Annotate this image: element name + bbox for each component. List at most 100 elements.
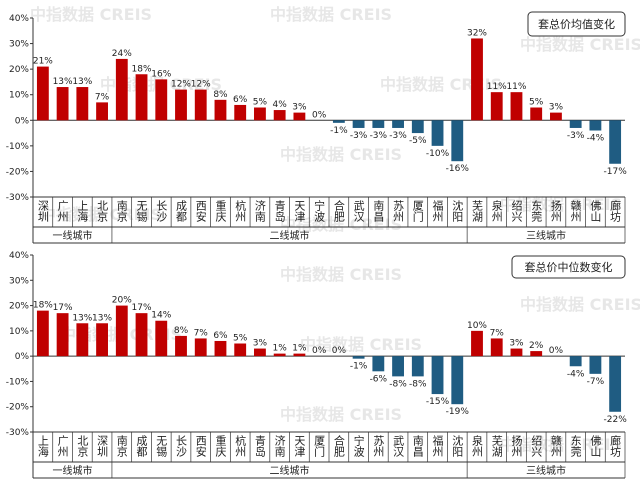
- bar: [135, 74, 148, 121]
- category-label: 西安: [194, 200, 207, 223]
- bar: [56, 313, 69, 357]
- value-label: 6%: [213, 331, 228, 341]
- value-label: 13%: [72, 77, 92, 87]
- value-label: 10%: [467, 321, 487, 331]
- category-label: 北京: [96, 200, 109, 223]
- value-label: -10%: [426, 149, 450, 159]
- category-label: 泉州: [490, 199, 503, 222]
- category-label: 廊坊: [609, 434, 622, 457]
- bar: [451, 356, 464, 405]
- legend-box: [511, 255, 626, 279]
- category-label: 长沙: [175, 435, 188, 457]
- y-tick-label: 10%: [9, 327, 29, 337]
- watermark: 中指数据 CREIS: [520, 295, 640, 314]
- group-label: 二线城市: [270, 229, 310, 242]
- y-tick-label: 40%: [9, 251, 29, 261]
- bar: [609, 120, 622, 164]
- y-tick-label: -30%: [6, 193, 30, 203]
- value-label: -7%: [587, 377, 605, 387]
- bar: [451, 120, 464, 162]
- group-label: 一线城市: [52, 229, 92, 242]
- value-label: -3%: [350, 131, 368, 141]
- bar: [293, 112, 306, 121]
- value-label: 1%: [292, 344, 307, 354]
- category-label: 芜湖: [471, 199, 484, 223]
- category-label: 天津: [293, 200, 306, 222]
- y-tick-label: 0%: [15, 116, 30, 126]
- bar: [273, 353, 286, 357]
- bar: [569, 356, 582, 367]
- category-label: 北京: [76, 435, 89, 458]
- bar: [254, 348, 266, 357]
- y-tick-label: -30%: [6, 428, 30, 438]
- value-label: -4%: [567, 369, 585, 379]
- bar: [194, 89, 207, 121]
- legend-label: 套总价均值变化: [538, 17, 615, 31]
- value-label: -3%: [567, 131, 585, 141]
- category-label: 上海: [76, 200, 89, 223]
- bar: [96, 102, 108, 121]
- value-label: -8%: [389, 379, 407, 389]
- value-label: -1%: [350, 362, 368, 372]
- category-label: 合肥: [332, 199, 345, 222]
- value-label: 11%: [487, 82, 507, 92]
- category-label: 上海: [36, 435, 49, 458]
- watermark: 中指数据 CREIS: [280, 405, 402, 424]
- category-label: 深圳: [36, 200, 49, 222]
- bar: [76, 323, 89, 357]
- value-label: 2%: [529, 341, 544, 351]
- watermark: 中指数据 CREIS: [280, 215, 402, 234]
- category-label: 苏州: [392, 200, 405, 222]
- bar: [194, 338, 207, 357]
- bar: [175, 335, 187, 357]
- category-label: 佛山: [589, 200, 602, 222]
- category-label: 无锡: [135, 200, 148, 223]
- value-label: 7%: [194, 328, 209, 338]
- value-label: -22%: [604, 415, 628, 425]
- bar: [36, 310, 49, 357]
- value-label: 13%: [53, 77, 73, 87]
- bar: [234, 343, 247, 357]
- value-label: 7%: [490, 328, 505, 338]
- category-label: 赣州: [549, 434, 562, 457]
- bar: [510, 92, 523, 121]
- watermark: 中指数据 CREIS: [500, 195, 622, 214]
- value-label: 18%: [132, 64, 152, 74]
- category-label: 南昌: [372, 200, 385, 223]
- value-label: 17%: [132, 303, 152, 313]
- category-label: 西安: [194, 435, 207, 458]
- category-label: 武汉: [352, 200, 365, 223]
- bar: [273, 110, 286, 121]
- y-tick-label: 0%: [15, 352, 30, 362]
- category-label: 广州: [56, 200, 69, 222]
- bar: [490, 92, 503, 121]
- bar: [155, 320, 168, 357]
- y-tick-label: 40%: [9, 14, 29, 24]
- y-tick-label: 30%: [9, 40, 29, 50]
- y-tick-label: 10%: [9, 91, 29, 101]
- category-label: 无锡: [155, 435, 168, 458]
- category-label: 广州: [56, 435, 69, 457]
- category-label: 宁波: [313, 199, 326, 223]
- category-label: 重庆: [214, 434, 227, 458]
- category-label: 佛山: [589, 435, 602, 457]
- bar: [36, 66, 49, 121]
- watermark: 中指数据 CREIS: [500, 435, 622, 454]
- group-label: 二线城市: [270, 464, 310, 477]
- value-label: 13%: [92, 313, 112, 323]
- category-label: 南京: [115, 435, 128, 458]
- y-tick-label: -20%: [6, 403, 30, 413]
- bar: [56, 87, 69, 121]
- bar: [214, 99, 227, 121]
- value-label: 0%: [549, 346, 564, 356]
- category-label: 杭州: [234, 199, 247, 222]
- value-label: -19%: [446, 407, 470, 417]
- value-label: 3%: [509, 339, 524, 349]
- category-label: 泉州: [471, 434, 484, 457]
- bar: [411, 120, 424, 134]
- group-label: 三线城市: [526, 229, 566, 242]
- legend-box: [527, 11, 626, 37]
- bar: [234, 104, 247, 121]
- category-label: 廊坊: [609, 199, 622, 222]
